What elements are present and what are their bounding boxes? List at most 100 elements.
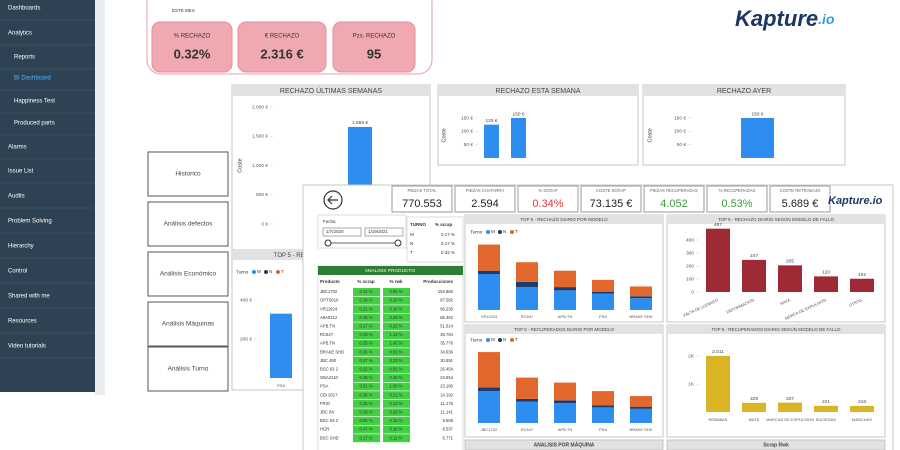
y-tick-label: 0 € <box>261 221 268 227</box>
legend-swatch <box>510 230 514 234</box>
sidebar-item[interactable]: Video tutorials <box>8 344 46 350</box>
product-table-cell: 34.936 <box>440 349 453 354</box>
sidebar <box>0 0 95 392</box>
scrap-cell <box>353 374 380 382</box>
product-table-cell: VR11924 <box>320 306 338 311</box>
sidebar-item[interactable]: Hierarchy <box>8 244 34 250</box>
product-table-cell: 0.36 % <box>359 349 372 354</box>
kpi-card <box>237 21 327 73</box>
scrap-cell <box>353 339 380 348</box>
date-box[interactable] <box>322 227 362 237</box>
sidebar-item[interactable]: Reports <box>14 55 35 61</box>
product-table-cell: 0.47 % <box>359 427 372 432</box>
sidebar-item[interactable]: Produced parts <box>14 121 55 127</box>
product-table-cell: 0.35 % <box>359 341 372 346</box>
menu-button[interactable] <box>147 301 229 347</box>
y-tick-label: 100 € <box>461 129 473 135</box>
logo-suffix: .io <box>818 11 835 27</box>
menu-button-label[interactable]: Análisis defectos <box>164 221 214 228</box>
legend-label: N <box>269 269 272 274</box>
sidebar-item[interactable]: Dashboards <box>8 6 40 12</box>
sidebar-item[interactable]: Shared with me <box>8 294 50 300</box>
y-axis-label: Coste <box>441 128 447 142</box>
turno-header: TURNO <box>410 222 426 227</box>
bar-segment <box>592 279 614 292</box>
bottom-panel-title: ANALISIS POR MÁQUINA <box>534 441 595 448</box>
front-kpi-value: 770.553 <box>402 198 442 210</box>
product-table-cell: 0.05 % <box>389 289 402 294</box>
x-tick-label: MANCHAS <box>852 417 872 422</box>
product-table-header: % rwk <box>389 279 403 284</box>
menu-button[interactable] <box>147 251 229 297</box>
product-table-cell: 0.61 % <box>359 384 372 389</box>
menu-button-label[interactable]: Análisis Turno <box>168 366 209 373</box>
x-tick-label: SUCIEDAD <box>816 417 837 422</box>
sidebar-item[interactable]: Analytics <box>8 31 32 37</box>
y-tick-label: 200 € <box>240 336 252 342</box>
bar-segment <box>592 391 614 406</box>
y-axis-label: Coste <box>647 128 653 142</box>
rwk-cell <box>383 434 410 443</box>
product-table-cell: 66.235 <box>440 306 453 311</box>
sidebar-item[interactable]: Alarms <box>8 145 27 151</box>
bar <box>814 276 838 292</box>
front-kpi-label: PIEZAS CHATARRA <box>466 188 505 193</box>
sidebar-item[interactable]: BI Dashboard <box>14 76 51 82</box>
sidebar-item[interactable]: Issue List <box>8 169 34 175</box>
scrap-cell <box>353 322 380 331</box>
product-table-cell: RC647 <box>320 332 334 337</box>
bar-segment <box>516 262 538 282</box>
rwk-cell <box>383 425 410 434</box>
x-tick-label: OTROS <box>848 297 863 308</box>
front-kpi-value: 4.052 <box>660 198 688 210</box>
scrap-cell <box>353 356 380 365</box>
sidebar-item[interactable]: Control <box>8 269 27 275</box>
front-kpi-value: 5.689 € <box>782 198 819 210</box>
chart-panel <box>437 84 639 166</box>
y-tick-label: 100 € <box>674 129 686 135</box>
y-tick-label: 1.000 € <box>252 163 268 169</box>
product-table-cell: A8A0212 <box>320 315 338 320</box>
sidebar-item[interactable]: Happiness Test <box>14 99 55 105</box>
scrap-cell <box>353 288 380 296</box>
front-kpi-card <box>706 185 768 213</box>
bar-segment <box>516 281 538 288</box>
product-table-cell: 0.13 % <box>389 401 402 406</box>
bar-segment <box>630 296 652 299</box>
menu-button[interactable] <box>147 201 229 247</box>
slider-handle[interactable] <box>324 239 332 247</box>
product-table-cell: APB.TN <box>320 341 335 346</box>
legend-swatch <box>498 338 502 342</box>
menu-button[interactable] <box>147 151 229 197</box>
legend-swatch <box>486 338 490 342</box>
slider-handle[interactable] <box>394 239 402 247</box>
rwk-cell <box>383 382 410 391</box>
product-table-cell: 0.28 % <box>359 410 372 415</box>
rwk-cell <box>383 374 410 382</box>
sidebar-item[interactable]: Audits <box>8 194 25 200</box>
x-tick-label: APB.TN <box>558 314 573 319</box>
product-table-cell: 0.16 % <box>359 315 372 320</box>
scrap-cell <box>353 305 380 314</box>
value-label: 102 <box>858 272 866 278</box>
bar <box>850 405 874 412</box>
product-table-cell: CBI 2017 <box>320 392 338 397</box>
product-table-header: Producciones <box>423 279 453 284</box>
bar-segment <box>592 291 614 294</box>
menu-button-label[interactable]: Análisis Económico <box>160 271 217 278</box>
sidebar-item[interactable]: Resources <box>8 319 37 325</box>
date-box[interactable] <box>364 227 404 237</box>
menu-button-label[interactable]: Historico <box>175 171 201 178</box>
value-label: 329 <box>750 396 758 402</box>
value-label: 218 <box>858 399 866 405</box>
menu-button[interactable] <box>147 346 229 392</box>
sidebar-item[interactable]: Problem Solving <box>8 219 52 225</box>
x-tick-label: BRAKE SHD <box>629 427 652 432</box>
value-label: 205 <box>786 259 794 265</box>
scrap-cell <box>353 331 380 339</box>
chart-title: TOP 5 - RECUPERADOS DIARIO SEGÚN MODELO … <box>711 326 841 332</box>
bar-segment <box>516 401 538 423</box>
kpi-label: € RECHAZO <box>265 34 300 40</box>
menu-button-label[interactable]: Análisis Máquinas <box>162 321 215 328</box>
front-kpi-label: COSTE RETRABAJO <box>780 188 821 193</box>
